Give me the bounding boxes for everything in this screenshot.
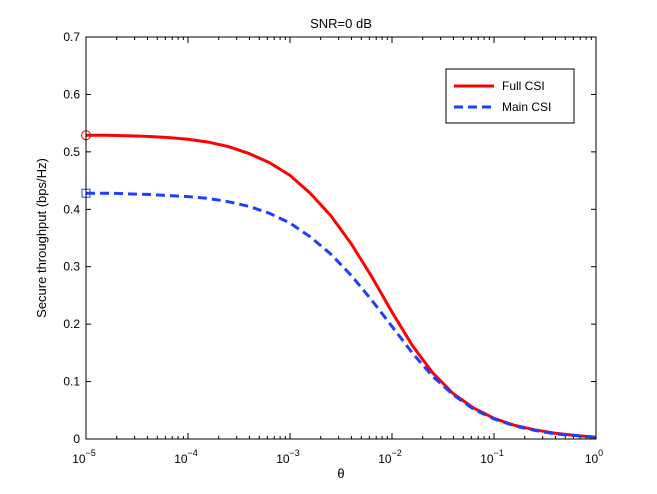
- x-tick-label-base: 10: [378, 452, 392, 466]
- plot-frame: [85, 36, 597, 440]
- y-tick-label: 0.6: [63, 87, 80, 101]
- x-tick-label: 10−1: [480, 448, 504, 466]
- legend-label-main-csi: Main CSI: [502, 100, 551, 114]
- x-tick-label-base: 10: [585, 452, 599, 466]
- series-line-main-csi: [86, 191, 597, 439]
- legend-box: [445, 68, 575, 124]
- y-tick-label: 0.3: [63, 260, 80, 274]
- x-axis-title: θ: [337, 466, 344, 481]
- y-tick-label: 0.1: [63, 375, 80, 389]
- x-tick-label-base: 10: [480, 452, 494, 466]
- x-tick-label-exponent: −1: [494, 448, 504, 458]
- x-tick-label-exponent: −4: [188, 448, 198, 458]
- x-tick-label-base: 10: [276, 452, 290, 466]
- y-tick-label: 0.2: [63, 317, 80, 331]
- y-tick-label: 0: [73, 432, 80, 446]
- y-axis-title: Secure throughput (bps/Hz): [34, 158, 49, 318]
- x-tick-label-exponent: 0: [598, 448, 603, 458]
- legend: Full CSI Main CSI: [445, 68, 575, 124]
- y-tick-label: 0.7: [63, 30, 80, 44]
- legend-label-full-csi: Full CSI: [502, 79, 545, 93]
- y-tick-label: 0.4: [63, 202, 80, 216]
- x-tick-label: 10−4: [174, 448, 198, 466]
- y-axis: 0 0.1 0.2 0.3 0.4 0.5 0.6 0.7: [63, 30, 596, 446]
- x-tick-label-base: 10: [72, 452, 86, 466]
- y-tick-label: 0.5: [63, 145, 80, 159]
- x-tick-label: 100: [585, 448, 603, 466]
- x-tick-label-exponent: −5: [86, 448, 96, 458]
- x-tick-label-exponent: −2: [392, 448, 402, 458]
- x-tick-label-base: 10: [174, 452, 188, 466]
- x-tick-label: 10−5: [72, 448, 96, 466]
- x-tick-label-exponent: −3: [290, 448, 300, 458]
- chart-title: SNR=0 dB: [310, 16, 372, 31]
- x-tick-label: 10−3: [276, 448, 300, 466]
- x-tick-label: 10−2: [378, 448, 402, 466]
